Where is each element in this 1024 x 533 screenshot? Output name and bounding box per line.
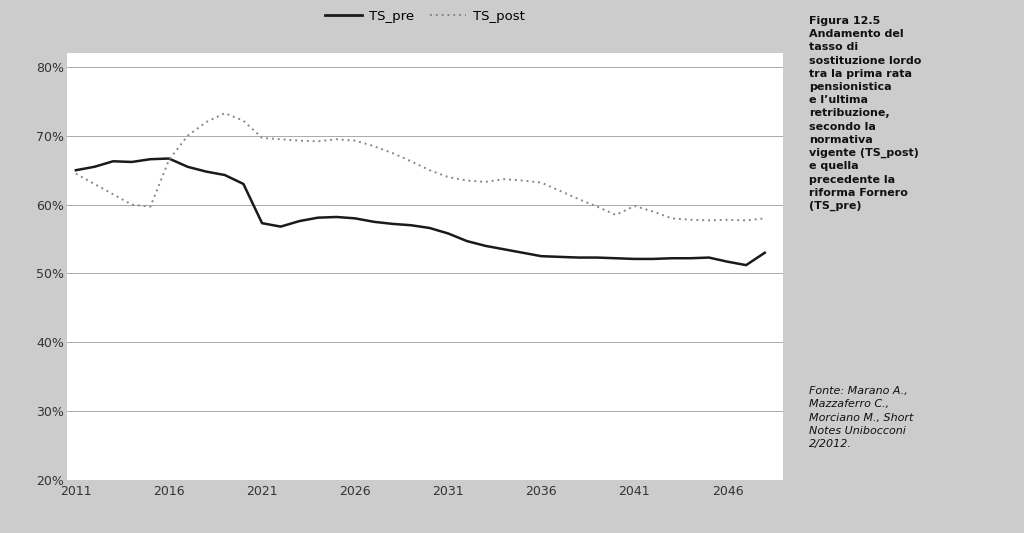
Text: Figura 12.5
Andamento del
tasso di
sostituzione lordo
tra la prima rata
pensioni: Figura 12.5 Andamento del tasso di sosti… (809, 16, 922, 211)
Text: Fonte: Marano A.,
Mazzaferro C.,
Morciano M., Short
Notes Unibocconi
2/2012.: Fonte: Marano A., Mazzaferro C., Morcian… (809, 386, 913, 449)
Legend: TS_pre, TS_post: TS_pre, TS_post (319, 4, 530, 28)
